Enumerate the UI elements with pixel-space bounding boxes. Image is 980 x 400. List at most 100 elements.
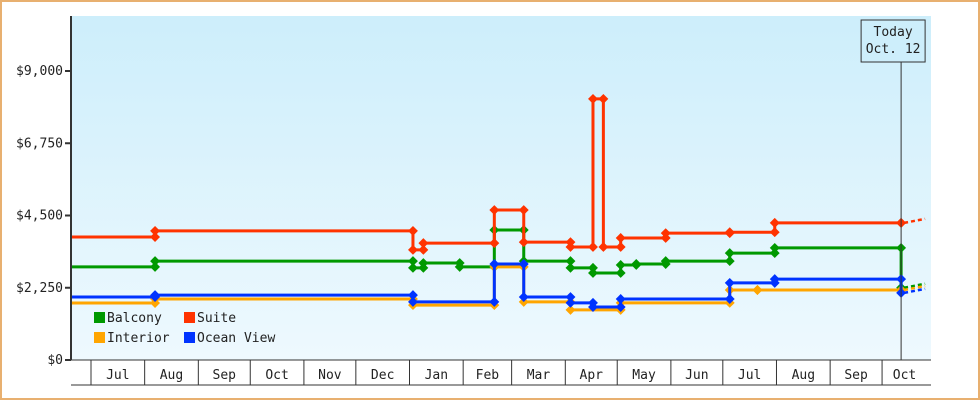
data-point[interactable] bbox=[588, 302, 598, 312]
legend-item: Ocean View bbox=[184, 331, 275, 346]
data-point[interactable] bbox=[518, 259, 529, 269]
data-point[interactable] bbox=[489, 238, 500, 249]
data-point[interactable] bbox=[489, 205, 500, 215]
data-point[interactable] bbox=[565, 256, 576, 267]
data-point[interactable] bbox=[408, 225, 418, 236]
data-point[interactable] bbox=[150, 290, 160, 301]
y-tick-label: $4,500 bbox=[16, 209, 63, 224]
legend-label: Interior bbox=[107, 331, 170, 346]
data-point[interactable] bbox=[418, 238, 429, 249]
data-point[interactable] bbox=[615, 260, 626, 270]
data-point[interactable] bbox=[769, 227, 780, 238]
data-point[interactable] bbox=[724, 248, 735, 259]
data-point[interactable] bbox=[769, 217, 780, 228]
data-point[interactable] bbox=[660, 256, 671, 267]
legend-label: Ocean View bbox=[197, 331, 275, 346]
data-point[interactable] bbox=[598, 93, 609, 104]
data-point[interactable] bbox=[150, 225, 160, 236]
x-tick-label: Jan bbox=[425, 368, 448, 383]
data-point[interactable] bbox=[615, 294, 626, 304]
data-point[interactable] bbox=[408, 290, 418, 301]
legend-swatch bbox=[94, 332, 105, 343]
forecast-line bbox=[903, 287, 926, 295]
data-point[interactable] bbox=[588, 242, 598, 252]
data-point[interactable] bbox=[615, 233, 626, 243]
data-point[interactable] bbox=[769, 248, 780, 259]
x-tick-label: Oct bbox=[265, 368, 288, 383]
legend-label: Balcony bbox=[107, 311, 162, 326]
data-point[interactable] bbox=[615, 302, 626, 312]
data-point[interactable] bbox=[408, 244, 418, 255]
data-point[interactable] bbox=[724, 277, 735, 288]
data-point[interactable] bbox=[565, 242, 576, 252]
x-tick-label: Apr bbox=[580, 368, 604, 383]
legend-swatch bbox=[94, 312, 105, 323]
data-point[interactable] bbox=[724, 294, 735, 304]
data-point[interactable] bbox=[518, 205, 529, 215]
legend-item: Interior bbox=[94, 331, 170, 346]
y-tick-label: $9,000 bbox=[16, 64, 63, 79]
data-point[interactable] bbox=[565, 262, 576, 273]
x-tick-label: May bbox=[632, 368, 656, 383]
y-tick-label: $2,250 bbox=[16, 281, 63, 296]
forecast-line bbox=[903, 282, 926, 289]
series-ocean-view bbox=[70, 259, 926, 312]
data-point[interactable] bbox=[489, 259, 500, 269]
x-tick-label: Sep bbox=[213, 368, 237, 383]
data-point[interactable] bbox=[660, 228, 671, 239]
legend-swatch bbox=[184, 332, 195, 343]
data-point[interactable] bbox=[724, 227, 735, 238]
x-tick-label: Dec bbox=[371, 368, 394, 383]
legend-label: Suite bbox=[197, 311, 236, 326]
legend-item: Suite bbox=[184, 311, 236, 326]
data-point[interactable] bbox=[615, 242, 626, 252]
data-point[interactable] bbox=[588, 262, 598, 273]
data-point[interactable] bbox=[418, 258, 429, 268]
data-point[interactable] bbox=[150, 261, 160, 272]
today-box bbox=[860, 19, 926, 63]
x-tick-label: Sep bbox=[844, 368, 868, 383]
series-suite bbox=[70, 93, 926, 255]
data-point[interactable] bbox=[724, 256, 735, 267]
data-point[interactable] bbox=[588, 93, 598, 104]
x-tick-label: Jul bbox=[738, 368, 761, 383]
data-point[interactable] bbox=[418, 244, 429, 255]
plot-area bbox=[71, 16, 931, 360]
legend: Balcony Suite Interior Ocean View bbox=[94, 311, 275, 346]
forecast-line bbox=[903, 217, 926, 225]
legend-item: Balcony bbox=[94, 311, 162, 326]
data-point[interactable] bbox=[752, 285, 763, 295]
data-point[interactable] bbox=[588, 268, 598, 278]
data-point[interactable] bbox=[518, 237, 529, 248]
data-point[interactable] bbox=[454, 261, 465, 272]
data-point[interactable] bbox=[489, 296, 500, 307]
data-point[interactable] bbox=[615, 268, 626, 278]
x-tick-label: Mar bbox=[527, 368, 551, 383]
data-point[interactable] bbox=[631, 259, 642, 269]
data-point[interactable] bbox=[518, 292, 529, 303]
x-tick-label: Jul bbox=[106, 368, 129, 383]
data-point[interactable] bbox=[408, 296, 418, 307]
y-tick-label: $0 bbox=[47, 353, 63, 368]
data-point[interactable] bbox=[598, 242, 609, 252]
forecast-line bbox=[903, 284, 926, 292]
today-label: Today bbox=[874, 25, 913, 40]
x-tick-label: Oct bbox=[893, 368, 916, 383]
x-tick-label: Aug bbox=[160, 368, 183, 383]
x-tick-label: Feb bbox=[476, 368, 500, 383]
x-tick-label: Nov bbox=[318, 368, 342, 383]
today-marker: Today Oct. 12 bbox=[860, 19, 926, 360]
data-point[interactable] bbox=[150, 256, 160, 267]
x-tick-label: Jun bbox=[685, 368, 708, 383]
today-date: Oct. 12 bbox=[866, 42, 921, 57]
data-point[interactable] bbox=[150, 232, 160, 242]
data-point[interactable] bbox=[408, 262, 418, 273]
data-point[interactable] bbox=[565, 297, 576, 308]
data-point[interactable] bbox=[565, 304, 576, 315]
data-point[interactable] bbox=[565, 292, 576, 303]
y-tick-label: $6,750 bbox=[16, 136, 63, 151]
data-point[interactable] bbox=[769, 274, 780, 285]
data-point[interactable] bbox=[769, 242, 780, 253]
